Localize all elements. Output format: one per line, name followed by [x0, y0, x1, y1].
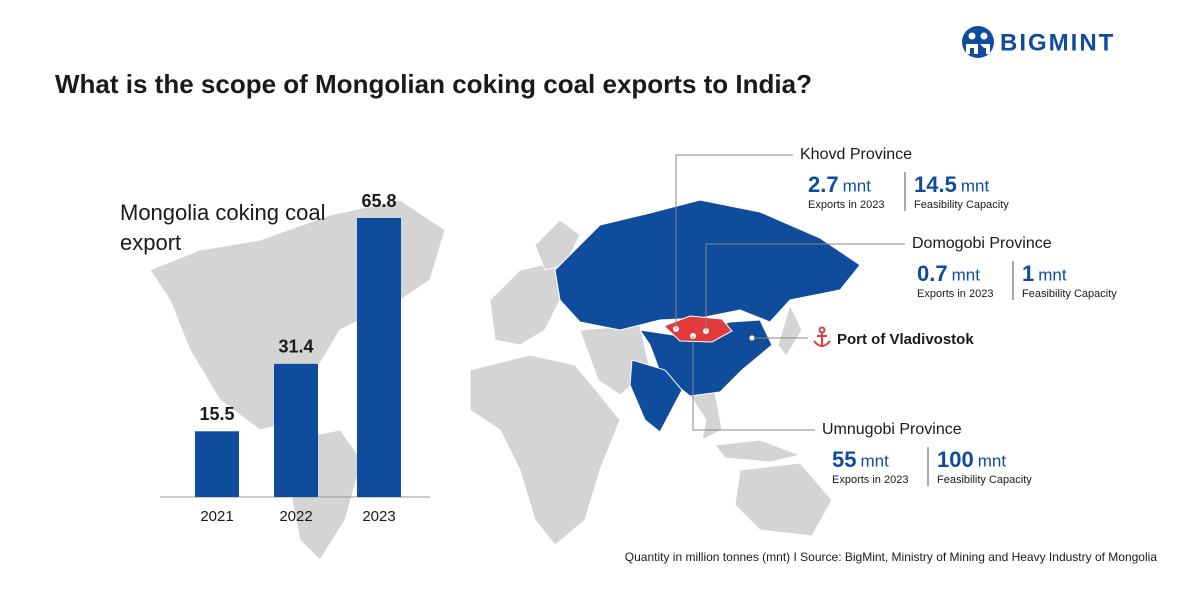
logo: [962, 26, 994, 58]
brand: BIGMINT: [1000, 29, 1115, 56]
province-name: Khovd Province: [800, 146, 912, 163]
leader-line: [675, 154, 793, 329]
value-caption: Exports in 2023: [832, 474, 908, 486]
province-value: 14.5: [914, 172, 957, 197]
value-caption: Feasibility Capacity: [937, 474, 1032, 486]
unit: mnt: [952, 265, 981, 284]
unit: mnt: [978, 451, 1007, 470]
value-caption: Exports in 2023: [917, 288, 993, 300]
unit: mnt: [843, 176, 872, 195]
bar: [195, 431, 239, 497]
province-value: 1: [1022, 261, 1034, 286]
unit: mnt: [961, 176, 990, 195]
world-map: [469, 199, 861, 546]
province-value: 55: [832, 447, 856, 472]
province-name: Umnugobi Province: [822, 421, 962, 438]
bar: [274, 363, 318, 497]
province-value: 100: [937, 447, 974, 472]
value-label: 65.8: [361, 191, 396, 211]
value-label: 15.5: [199, 404, 234, 424]
x-tick-label: 2021: [200, 508, 233, 525]
x-tick-label: 2023: [362, 508, 395, 525]
province-value: 0.7: [917, 261, 948, 286]
port-dot: [748, 334, 756, 342]
unit: mnt: [1038, 265, 1067, 284]
unit: mnt: [860, 451, 889, 470]
anchor-icon: [813, 326, 831, 347]
chart-title-box: Mongolia coking coal export: [120, 200, 326, 255]
bar: [357, 218, 401, 497]
chart-title: Mongolia coking coal export: [120, 200, 326, 255]
value-caption: Feasibility Capacity: [1022, 288, 1117, 300]
port-label: Port of Vladivostok: [837, 331, 974, 348]
page-title: What is the scope of Mongolian coking co…: [55, 69, 812, 99]
province-name: Domogobi Province: [912, 235, 1052, 252]
value-caption: Feasibility Capacity: [914, 199, 1009, 211]
value-caption: Exports in 2023: [808, 199, 884, 211]
leader-line: [692, 336, 815, 431]
value-label: 31.4: [278, 337, 313, 357]
footnote: Quantity in million tonnes (mnt) I Sourc…: [625, 550, 1158, 564]
leader-line: [705, 243, 905, 331]
x-tick-label: 2022: [279, 508, 312, 525]
province-value: 2.7: [808, 172, 839, 197]
